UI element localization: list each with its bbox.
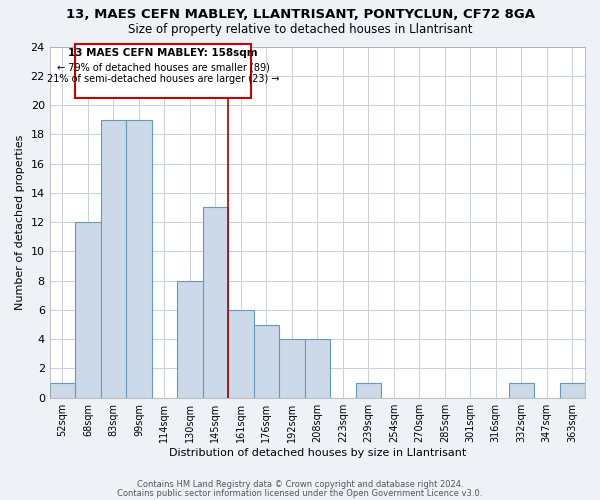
Bar (126, 120, 152, 398)
Bar (279, 339, 305, 398)
Text: Contains HM Land Registry data © Crown copyright and database right 2024.: Contains HM Land Registry data © Crown c… (137, 480, 463, 489)
Bar (254, 324, 279, 398)
Bar (509, 383, 534, 398)
Bar (228, 310, 254, 398)
Bar (356, 383, 381, 398)
Text: ← 79% of detached houses are smaller (89): ← 79% of detached houses are smaller (89… (56, 62, 269, 72)
Text: Size of property relative to detached houses in Llantrisant: Size of property relative to detached ho… (128, 22, 472, 36)
Text: Contains public sector information licensed under the Open Government Licence v3: Contains public sector information licen… (118, 489, 482, 498)
Bar (50, 383, 75, 398)
Bar (101, 120, 126, 398)
Bar (203, 208, 228, 398)
Text: 13, MAES CEFN MABLEY, LLANTRISANT, PONTYCLUN, CF72 8GA: 13, MAES CEFN MABLEY, LLANTRISANT, PONTY… (65, 8, 535, 20)
Text: 13 MAES CEFN MABLEY: 158sqm: 13 MAES CEFN MABLEY: 158sqm (68, 48, 258, 58)
Bar (177, 280, 203, 398)
X-axis label: Distribution of detached houses by size in Llantrisant: Distribution of detached houses by size … (169, 448, 466, 458)
Bar (560, 383, 585, 398)
Bar (75, 222, 101, 398)
Y-axis label: Number of detached properties: Number of detached properties (15, 134, 25, 310)
FancyBboxPatch shape (75, 44, 251, 98)
Text: 21% of semi-detached houses are larger (23) →: 21% of semi-detached houses are larger (… (47, 74, 280, 85)
Bar (305, 339, 330, 398)
